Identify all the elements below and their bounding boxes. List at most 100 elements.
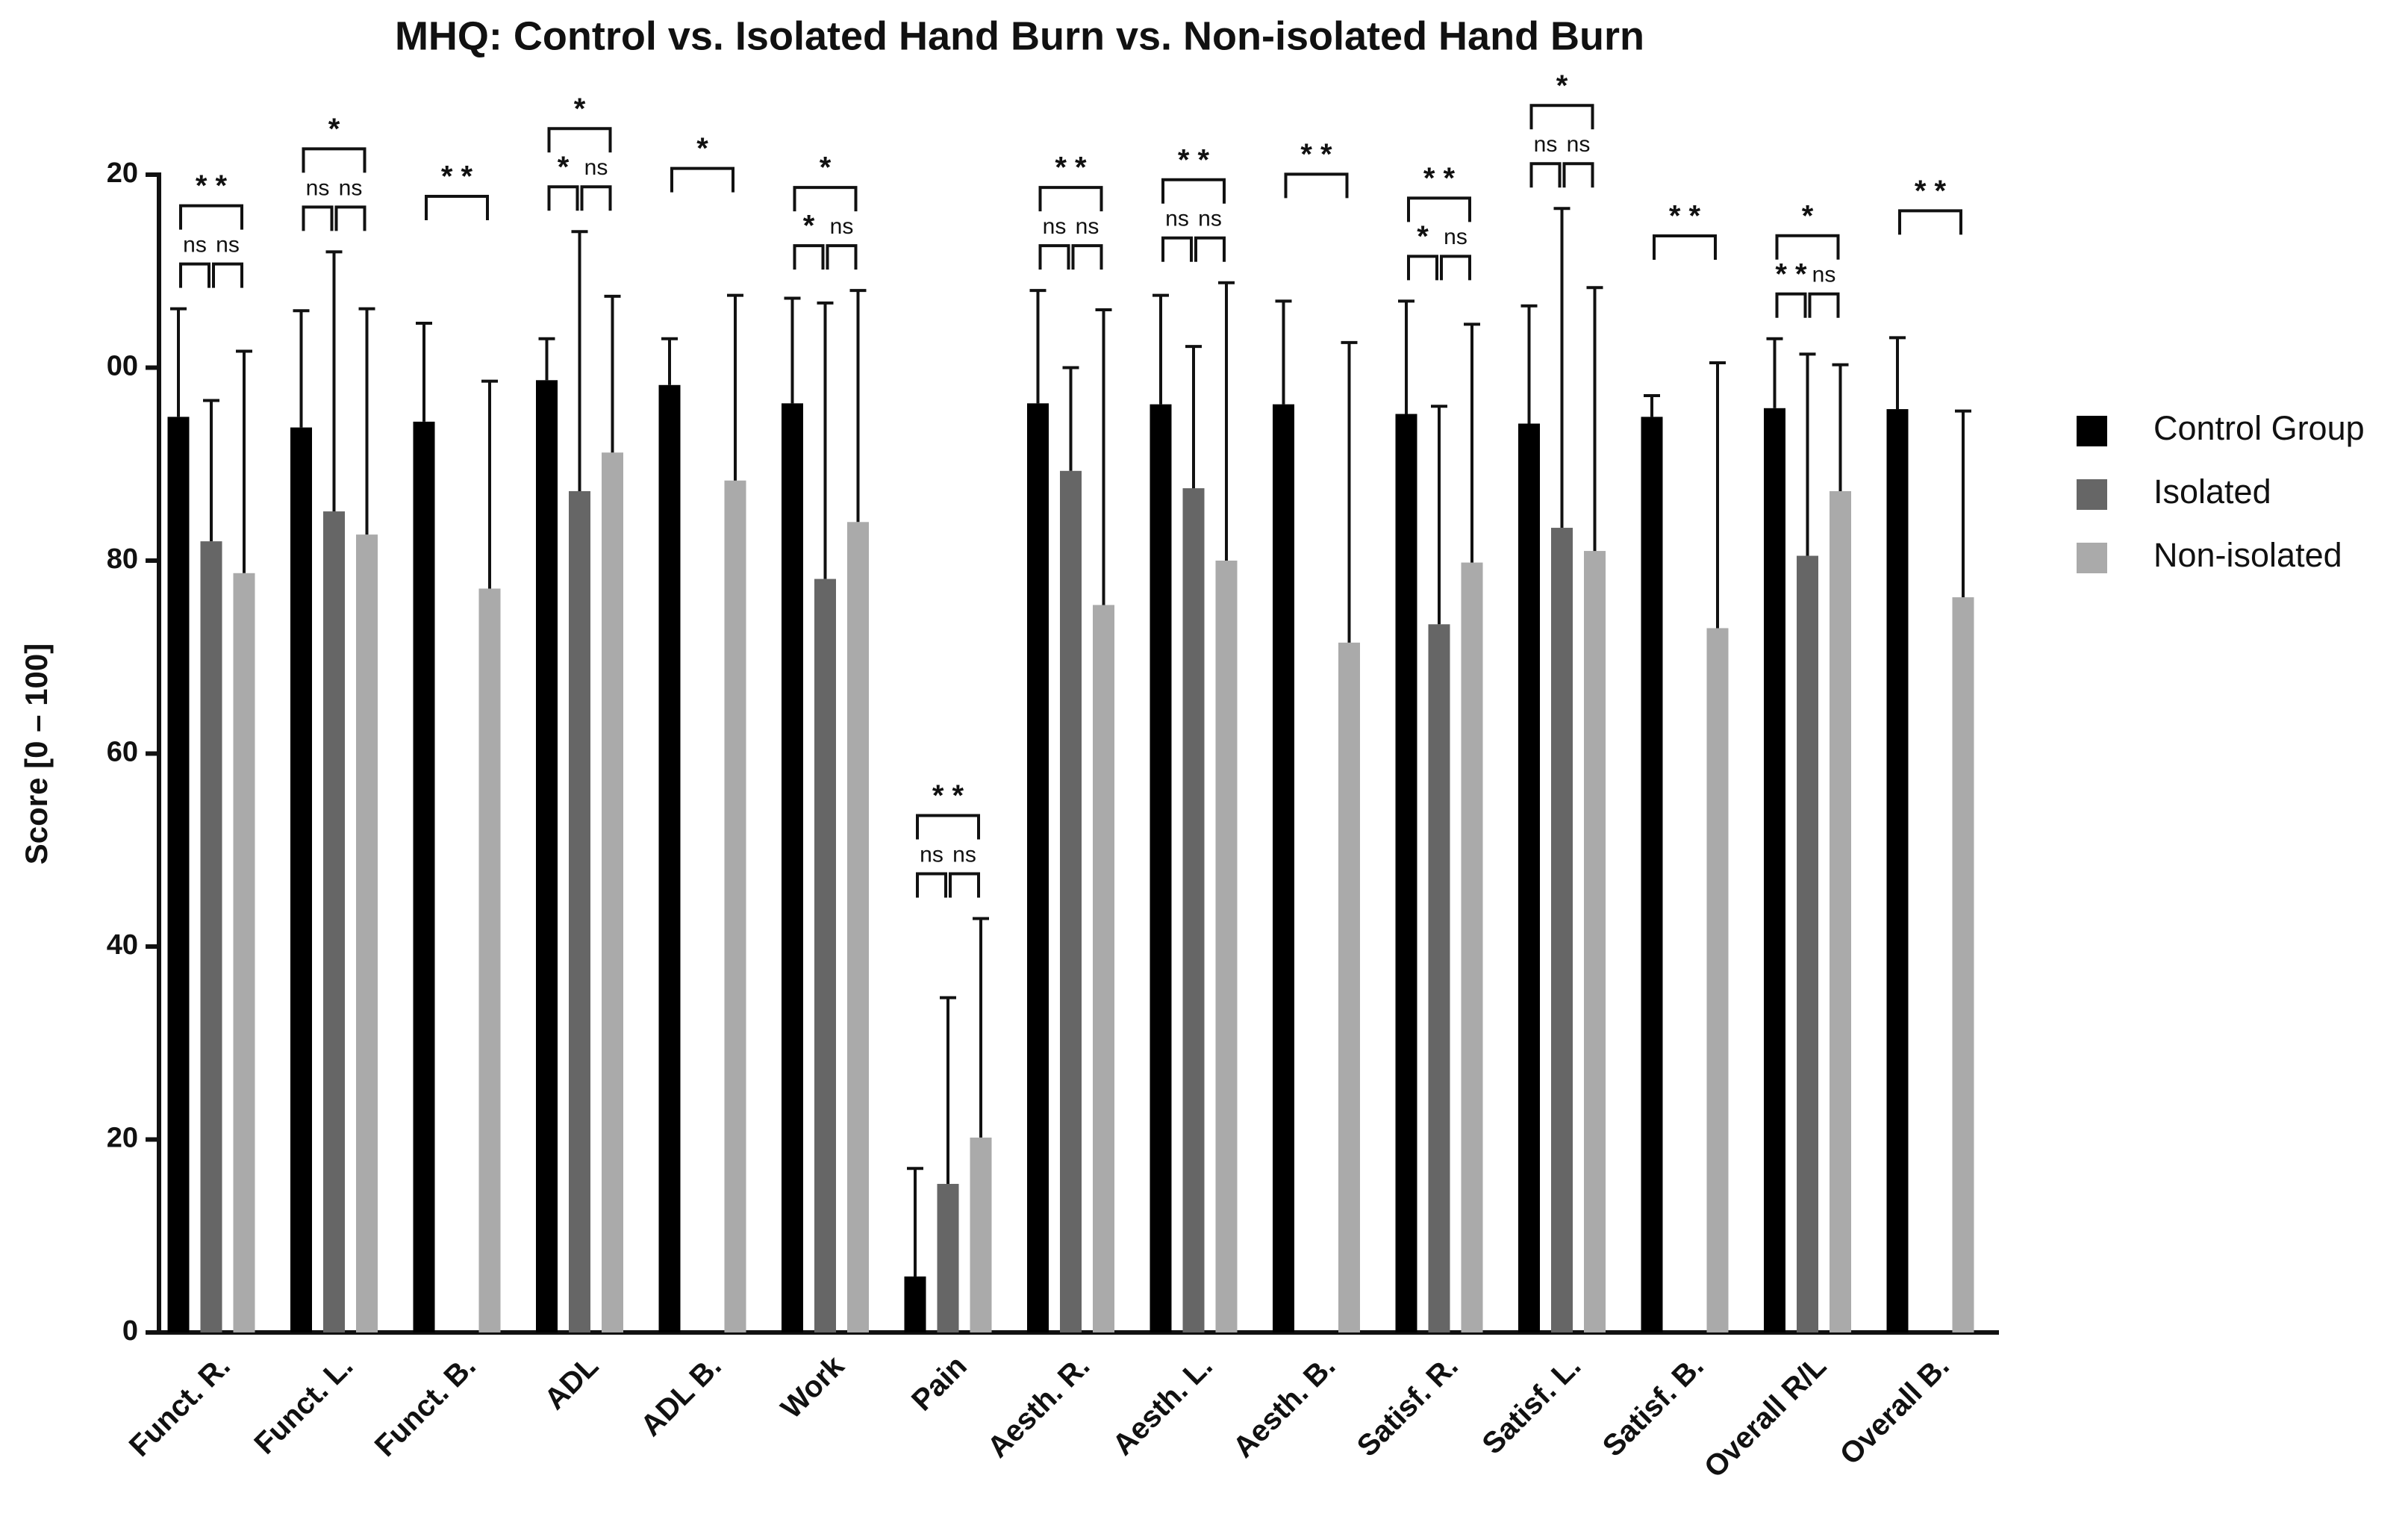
error-bar (1095, 308, 1112, 605)
x-tick-label: Overall R/L (1698, 1350, 1832, 1484)
bar (1886, 409, 1909, 1332)
bar (1551, 528, 1573, 1333)
sig-bracket-label: ns (1165, 207, 1189, 231)
bar (1641, 417, 1663, 1332)
bar (290, 427, 312, 1332)
sig-bracket (1775, 292, 1807, 318)
sig-bracket-label: * * (441, 160, 473, 193)
x-tick-label: Overall B. (1834, 1350, 1956, 1471)
bar (658, 384, 681, 1332)
bar (1428, 624, 1450, 1332)
error-bar (1799, 352, 1816, 556)
y-tick-label: 0 (122, 1315, 138, 1347)
sig-bracket (179, 262, 210, 288)
error-bar (481, 379, 498, 589)
error-bar (1029, 289, 1047, 404)
sig-bracket (1529, 162, 1562, 188)
bar (1797, 555, 1818, 1332)
bar (478, 588, 501, 1332)
chart-title: MHQ: Control vs. Isolated Hand Burn vs. … (395, 13, 1644, 58)
sig-bracket-label: ns (1043, 214, 1067, 239)
y-tick-label: 20 (107, 1123, 138, 1154)
sig-bracket (1407, 255, 1438, 281)
error-bar (1185, 345, 1202, 489)
x-tick-label: Satisf. R. (1351, 1350, 1465, 1463)
error-bar (661, 337, 678, 385)
sig-bracket-label: * * (1423, 162, 1456, 195)
bar (724, 480, 746, 1333)
bar (1215, 561, 1238, 1332)
error-bar (1889, 336, 1906, 410)
x-tick-label: Work (775, 1349, 851, 1425)
sig-bracket-label: * (1802, 199, 1814, 232)
sig-bracket (580, 185, 612, 211)
bar (1461, 562, 1483, 1333)
sig-bracket (1562, 162, 1594, 188)
bar (413, 421, 435, 1332)
error-bar (1341, 340, 1358, 643)
sig-bracket-label: ns (584, 155, 608, 180)
bar (1830, 490, 1851, 1333)
sig-bracket (949, 872, 980, 898)
x-tick-label: Aesth. B. (1227, 1350, 1342, 1465)
error-bar (1553, 207, 1570, 529)
sig-bracket-label: * * (1669, 200, 1701, 233)
sig-bracket-label: ns (1567, 132, 1591, 157)
sig-bracket (1194, 236, 1226, 262)
sig-bracket-label: ns (1534, 132, 1558, 157)
legend-label: Isolated (2153, 473, 2271, 511)
error-bar (203, 399, 219, 542)
bar (1518, 423, 1540, 1332)
sig-bracket (1071, 244, 1103, 270)
sig-bracket-label: ns (216, 233, 240, 258)
sig-bracket-label: * * (932, 779, 964, 812)
sig-bracket-label: ns (1444, 225, 1467, 249)
error-bar (236, 349, 252, 573)
error-bar (784, 296, 801, 404)
bar (1338, 642, 1360, 1332)
sig-bracket (1038, 186, 1103, 212)
bar (1706, 628, 1729, 1332)
bar (1093, 605, 1114, 1332)
legend-swatch (2077, 543, 2107, 573)
sig-bracket-label: * (696, 132, 708, 165)
error-bar (538, 337, 555, 381)
error-bar (973, 917, 989, 1138)
error-bar (1431, 405, 1447, 625)
sig-bracket-label: * (574, 93, 586, 125)
bar (1027, 403, 1049, 1332)
sig-bracket-label: ns (952, 842, 976, 867)
sig-bracket (916, 814, 980, 840)
error-bar (1520, 304, 1538, 424)
sig-bracket (1775, 234, 1840, 260)
bar (1764, 408, 1785, 1333)
error-bar (604, 294, 621, 453)
bar (233, 573, 255, 1332)
error-bar (1398, 299, 1414, 414)
x-tick-label: Satisf. B. (1597, 1350, 1710, 1463)
sig-bracket (1161, 236, 1193, 262)
sig-bracket-label: * (1556, 69, 1568, 102)
error-bar (1218, 281, 1235, 561)
error-bar (1152, 293, 1169, 405)
error-bar (849, 289, 867, 523)
error-bar (170, 307, 187, 417)
sig-bracket-label: ns (306, 175, 330, 200)
legend-label: Control Group (2153, 409, 2365, 447)
sig-bracket (302, 205, 334, 231)
x-tick-label: ADL B. (634, 1350, 728, 1443)
sig-bracket (826, 244, 858, 270)
sig-bracket-label: ns (183, 233, 207, 258)
error-bar (293, 309, 310, 428)
sig-bracket (302, 147, 366, 173)
y-tick-label: 60 (107, 737, 138, 768)
sig-bracket-label: * (803, 210, 815, 243)
legend-label: Non-isolated (2153, 536, 2342, 574)
bar (904, 1276, 926, 1332)
error-bar (1464, 322, 1480, 563)
y-tick-label: 40 (107, 929, 138, 961)
error-bar (325, 250, 343, 512)
sig-bracket (547, 127, 612, 153)
sig-bracket (425, 195, 489, 221)
